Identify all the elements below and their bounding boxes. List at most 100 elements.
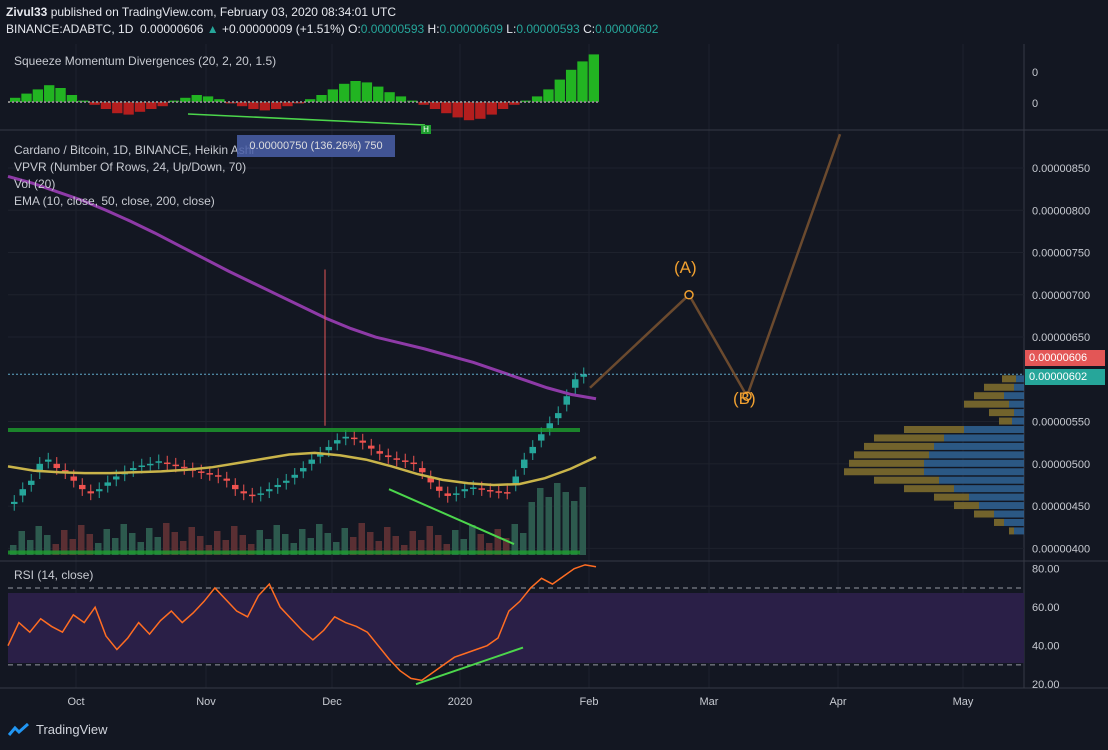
candle-body xyxy=(495,491,502,493)
volume-bars xyxy=(10,483,586,555)
candle-body xyxy=(580,374,587,377)
volume-bar xyxy=(112,538,119,555)
squeeze-bar xyxy=(32,89,44,102)
squeeze-bar xyxy=(100,102,112,109)
volume-profile-row-up xyxy=(939,476,1024,484)
volume-bar xyxy=(520,533,527,555)
footer-branding[interactable]: TradingView xyxy=(8,722,108,737)
candle-body xyxy=(53,463,60,469)
wave-point xyxy=(684,290,694,300)
candle-body xyxy=(138,465,145,468)
volume-profile-row-down xyxy=(844,468,924,476)
y-tick-label: 0.00000550 xyxy=(1032,417,1090,429)
volume-profile-row-up xyxy=(969,493,1024,501)
volume-profile-row-down xyxy=(994,518,1004,526)
candle-body xyxy=(393,458,400,460)
volume-bar xyxy=(188,527,195,555)
volume-bar xyxy=(27,540,34,555)
y-tick-label: 0.00000500 xyxy=(1032,459,1090,471)
rsi-indicator-title: RSI (14, close) xyxy=(14,568,94,582)
rsi-y-tick: 40.00 xyxy=(1032,641,1060,653)
squeeze-bar xyxy=(225,102,236,104)
volume-bar xyxy=(256,530,263,555)
volume-bar xyxy=(503,538,510,555)
candle-body xyxy=(563,396,570,405)
volume-profile-row-down xyxy=(999,417,1012,425)
squeeze-bar xyxy=(55,88,66,102)
volume-profile-row-down xyxy=(974,392,1004,400)
x-tick-label: Apr xyxy=(829,696,846,708)
candle-body xyxy=(283,480,290,483)
volume-profile-row-down xyxy=(849,459,924,467)
volume-bar xyxy=(409,531,416,555)
open-value: 0.00000593 xyxy=(360,22,425,36)
volume-bar xyxy=(61,530,68,555)
brand-name: TradingView xyxy=(36,722,108,737)
squeeze-bar xyxy=(248,102,259,109)
candle-body xyxy=(130,468,137,471)
candle-body xyxy=(555,413,562,419)
volume-profile-row-up xyxy=(1009,400,1024,408)
axes: 0.00000850 0.00000800 0.00000750 0.00000700… xyxy=(67,67,1090,708)
x-tick-label: Oct xyxy=(67,696,84,708)
volume-bar xyxy=(163,523,170,555)
volume-bar xyxy=(78,525,85,555)
volume-bar xyxy=(528,502,535,555)
volume-bar xyxy=(358,523,365,555)
close-value: 0.00000602 xyxy=(595,22,659,36)
volume-bar xyxy=(537,488,544,555)
x-tick-label: Feb xyxy=(580,696,599,708)
candle-body xyxy=(410,462,417,465)
volume-bar xyxy=(248,544,255,555)
squeeze-bar xyxy=(509,102,520,105)
squeeze-bar xyxy=(577,61,588,102)
change-value: +0.00000009 (+1.51%) xyxy=(222,22,345,36)
candle-body xyxy=(325,446,332,451)
candle-body xyxy=(368,445,375,449)
volume-bar xyxy=(426,526,433,555)
candle-body xyxy=(461,489,468,492)
candle-body xyxy=(104,482,111,486)
candle-body xyxy=(317,453,324,457)
volume-bar xyxy=(341,528,348,555)
wave-label-b: (B) xyxy=(733,389,756,408)
y-tick-label: 0.00000450 xyxy=(1032,501,1090,513)
volume-profile-row-up xyxy=(1016,375,1024,383)
volume-bar xyxy=(103,529,110,555)
volume-bar xyxy=(367,532,374,555)
candle-body xyxy=(453,493,460,495)
y-tick-label: 0.00000400 xyxy=(1032,543,1090,555)
squeeze-bar xyxy=(486,102,497,115)
squeeze-bar xyxy=(475,102,486,119)
candle-body xyxy=(546,423,553,429)
volume-bar xyxy=(452,530,459,555)
squeeze-bar xyxy=(214,99,225,102)
volume-bar xyxy=(171,532,178,555)
candle-body xyxy=(79,484,86,490)
squeeze-bar xyxy=(395,96,407,102)
wave-point xyxy=(742,391,752,401)
volume-profile xyxy=(844,375,1024,535)
y-tick-label: 0.00000800 xyxy=(1032,205,1090,217)
volume-bar xyxy=(205,545,212,555)
squeeze-bar xyxy=(78,100,89,102)
candle-body xyxy=(113,476,120,480)
price-divergence-line xyxy=(388,488,515,546)
x-tick-label: Dec xyxy=(322,696,342,708)
symbol-label: BINANCE:ADABTC, 1D xyxy=(6,22,134,36)
author-name[interactable]: Zivul33 xyxy=(6,5,48,19)
volume-profile-row-down xyxy=(964,400,1009,408)
candle-body xyxy=(291,474,298,478)
volume-bar xyxy=(69,539,76,555)
volume-bar xyxy=(307,538,314,555)
volume-profile-row-up xyxy=(924,459,1024,467)
volume-profile-row-up xyxy=(924,468,1024,476)
candle-body xyxy=(572,379,579,388)
rsi-band xyxy=(8,593,1024,663)
volume-profile-row-down xyxy=(989,409,1014,417)
volume-bar xyxy=(180,541,187,555)
volume-bar xyxy=(154,537,161,555)
candle-body xyxy=(181,466,188,469)
candle-body xyxy=(62,470,69,473)
